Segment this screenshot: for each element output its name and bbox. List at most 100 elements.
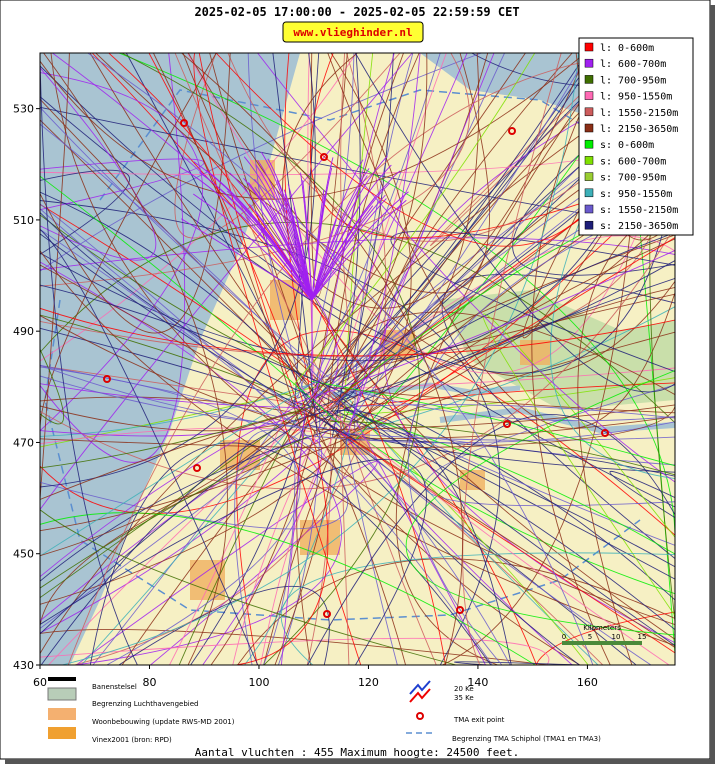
y-tick-label: 450 <box>13 548 34 561</box>
flight-track <box>320 391 675 546</box>
flight-track <box>40 203 291 424</box>
flight-track <box>121 53 421 665</box>
flight-track <box>335 428 675 654</box>
flight-track <box>309 53 675 239</box>
flight-track <box>352 389 675 422</box>
flight-track <box>391 237 675 411</box>
flight-track <box>40 53 480 432</box>
flight-track <box>232 402 333 665</box>
flight-track <box>319 404 675 431</box>
flight-track <box>344 53 590 430</box>
flight-track <box>40 629 549 665</box>
flight-track <box>179 166 313 380</box>
flight-track <box>40 53 428 557</box>
flight-track <box>311 159 364 380</box>
flight-track <box>300 172 313 380</box>
flight-track <box>40 173 675 515</box>
flight-track <box>349 404 675 419</box>
legend-label: l: 2150-3650m <box>600 124 678 135</box>
flight-track <box>314 53 599 400</box>
flight-track <box>244 430 351 665</box>
flight-track <box>345 411 675 555</box>
flight-track <box>260 151 313 380</box>
flight-track <box>74 53 387 665</box>
legend-swatch <box>584 123 594 133</box>
flight-track <box>407 197 675 665</box>
flight-track <box>40 364 307 429</box>
badge-box <box>282 21 424 43</box>
flight-track <box>40 458 427 665</box>
footer: Aantal vluchten : 455 Maximum hoogte: 24… <box>195 746 520 759</box>
y-tick-label: 470 <box>13 436 34 449</box>
legend-label: s: 950-1550m <box>600 189 672 200</box>
legend-label: l: 950-1550m <box>600 92 672 103</box>
flight-track <box>50 53 675 626</box>
flight-track <box>190 417 307 665</box>
flight-track <box>118 53 675 534</box>
flight-track <box>278 383 321 665</box>
y-tick-label: 510 <box>13 214 34 227</box>
legend-swatch <box>584 156 594 165</box>
legend-runways: Banenstelsel <box>92 683 137 691</box>
flight-track <box>309 410 407 665</box>
scale-tick: 5 <box>588 633 592 641</box>
flight-track <box>40 53 339 437</box>
scale-tick: 10 <box>612 633 621 641</box>
flight-track <box>40 53 70 500</box>
legend-label: l: 1550-2150m <box>600 108 678 119</box>
legend-swatch <box>584 91 594 100</box>
flight-track <box>40 96 675 508</box>
flight-track <box>343 387 675 601</box>
flight-track <box>336 416 675 439</box>
flight-track <box>40 261 342 665</box>
flight-track <box>351 306 675 434</box>
flight-track <box>40 53 217 427</box>
y-tick-label: 530 <box>13 103 34 116</box>
legend-swatch <box>584 58 594 68</box>
flight-track <box>405 370 675 636</box>
flight-track <box>331 53 361 437</box>
x-tick-label: 80 <box>142 676 156 689</box>
flight-track <box>92 394 299 665</box>
legend-swatch <box>584 172 594 181</box>
scale-tick: 0 <box>562 633 566 641</box>
flight-track <box>40 72 203 432</box>
flight-track <box>40 200 501 665</box>
legend-swatch <box>584 188 594 198</box>
flight-track <box>40 119 340 419</box>
flight-track <box>355 421 486 665</box>
x-tick-label: 160 <box>577 676 598 689</box>
legend-label: l: 600-700m <box>600 59 666 70</box>
flight-track <box>237 558 675 665</box>
flight-track <box>301 421 675 444</box>
flight-track <box>40 427 312 445</box>
legend-label: l: 700-950m <box>600 75 666 86</box>
flight-track <box>305 408 675 648</box>
flight-track <box>40 53 357 362</box>
flight-track <box>280 412 306 665</box>
scale-title: Kilometers <box>583 624 621 632</box>
flight-track <box>40 409 308 500</box>
flight-track <box>174 53 338 408</box>
flight-track <box>263 439 296 665</box>
legend-housing: Woonbebouwing (update RWS-MD 2001) <box>92 718 235 726</box>
flight-track <box>87 53 594 665</box>
flight-track <box>118 585 330 665</box>
flight-track <box>40 410 512 665</box>
flight-track <box>350 53 495 424</box>
flight-track <box>335 383 599 665</box>
legend-airport-boundary: Begrenzing Luchthavengebied <box>92 700 199 708</box>
y-tick-label: 490 <box>13 325 34 338</box>
flight-track <box>292 53 536 386</box>
flight-track <box>40 229 259 665</box>
flight-track <box>193 53 362 665</box>
flight-track <box>462 53 562 665</box>
flight-track <box>174 53 401 239</box>
flight-track <box>274 438 337 665</box>
flight-track <box>209 53 315 383</box>
flight-track <box>40 233 356 441</box>
legend-label: s: 700-950m <box>600 173 666 184</box>
frame-shadow <box>5 759 715 764</box>
flight-track <box>40 169 130 255</box>
x-tick-label: 140 <box>467 676 488 689</box>
